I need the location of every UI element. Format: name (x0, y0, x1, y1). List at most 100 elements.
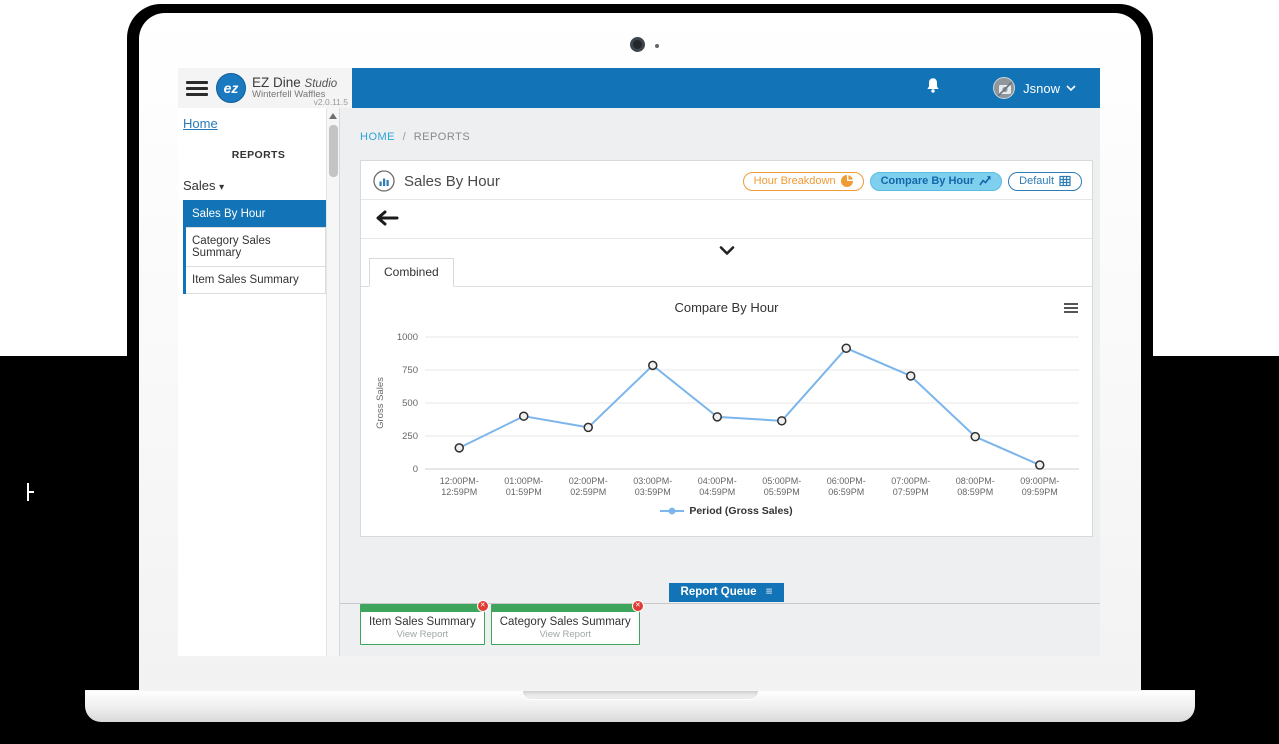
sidebar-group-label: Sales (183, 178, 216, 193)
view-report-link[interactable]: View Report (539, 629, 592, 640)
compare-by-hour-button[interactable]: Compare By Hour (869, 171, 1003, 191)
table-icon (1059, 175, 1071, 187)
sidebar-item-sales-by-hour[interactable]: Sales By Hour (186, 200, 326, 228)
queue-card-item-sales-summary[interactable]: ✕ Item Sales Summary View Report (360, 600, 489, 645)
svg-text:09:00PM-: 09:00PM- (1020, 476, 1059, 486)
svg-text:06:00PM-: 06:00PM- (827, 476, 866, 486)
sidebar-scrollbar[interactable] (326, 108, 339, 656)
svg-text:08:59PM: 08:59PM (957, 487, 993, 497)
bar-chart-icon (373, 170, 395, 192)
main-content: HOME / REPORTS Sales By Hour Hour Breakd… (340, 108, 1100, 656)
collapse-row (361, 239, 1092, 257)
sales-line-chart: 0 250 500 750 1000 Gross Sales 12:00PM- 12:59PM… (361, 319, 1092, 503)
data-point[interactable] (970, 431, 980, 442)
queue-card-header (491, 605, 639, 612)
line-chart-svg: 0 250 500 750 1000 Gross Sales 12:00PM-12:59PM… (375, 332, 1079, 497)
svg-text:12:59PM: 12:59PM (441, 487, 477, 497)
svg-text:12:00PM-: 12:00PM- (440, 476, 479, 486)
sidebar-group-sales[interactable]: Sales ▾ (183, 178, 339, 193)
close-icon[interactable]: ✕ (631, 600, 644, 612)
svg-text:03:59PM: 03:59PM (635, 487, 671, 497)
sidebar-toggle-menu-icon[interactable] (186, 78, 208, 99)
avatar (993, 77, 1016, 99)
report-queue-row: Report Queue ≡ (360, 582, 1093, 602)
queue-card-category-sales-summary[interactable]: ✕ Category Sales Summary View Report (490, 600, 644, 645)
scrollbar-up-arrow[interactable] (329, 113, 337, 119)
notifications-bell-icon[interactable] (925, 77, 941, 99)
data-point[interactable] (906, 371, 916, 381)
svg-text:500: 500 (402, 398, 418, 409)
list-menu-icon: ≡ (765, 586, 773, 598)
data-point[interactable] (454, 443, 464, 453)
svg-text:01:00PM-: 01:00PM- (504, 476, 543, 486)
chart-legend: Period (Gross Sales) (361, 505, 1092, 517)
scrollbar-thumb[interactable] (328, 125, 338, 177)
panel-title-row: Sales By Hour Hour Breakdown Compare By H… (361, 161, 1092, 199)
page-title: Sales By Hour (404, 172, 500, 190)
back-row (361, 200, 1092, 238)
caret-down-icon: ▾ (219, 182, 225, 193)
top-nav-bar: Jsnow (352, 68, 1100, 108)
button-label: Default (1019, 175, 1054, 187)
legend-label[interactable]: Period (Gross Sales) (689, 505, 793, 517)
button-label: Compare By Hour (880, 175, 975, 187)
data-point[interactable] (519, 411, 529, 421)
sidebar-item-category-sales-summary[interactable]: Category Sales Summary (186, 227, 326, 267)
laptop-base (85, 690, 1195, 722)
svg-text:07:59PM: 07:59PM (893, 487, 929, 497)
svg-text:06:59PM: 06:59PM (828, 487, 864, 497)
divider (361, 199, 1092, 200)
report-queue-button[interactable]: Report Queue ≡ (668, 583, 785, 602)
report-queue-label: Report Queue (680, 586, 757, 598)
back-arrow-icon[interactable] (373, 210, 399, 226)
sidebar-submenu: Sales By Hour Category Sales Summary Item … (183, 200, 326, 294)
svg-text:02:00PM-: 02:00PM- (569, 476, 608, 486)
svg-text:0: 0 (413, 464, 418, 475)
sidebar-section-title: REPORTS (231, 149, 286, 161)
chart-container: Compare By Hour 0 250 500 750 1000 Gross Sale… (361, 286, 1092, 517)
sidebar-item-item-sales-summary[interactable]: Item Sales Summary (186, 266, 326, 294)
hour-breakdown-button[interactable]: Hour Breakdown (742, 171, 864, 191)
brand-logo: ez (216, 73, 246, 103)
breadcrumb-home-link[interactable]: HOME (360, 131, 395, 143)
queue-divider (340, 603, 1100, 604)
svg-text:05:00PM-: 05:00PM- (762, 476, 801, 486)
data-point[interactable] (777, 416, 787, 426)
svg-text:05:59PM: 05:59PM (764, 487, 800, 497)
laptop-mic-dot (655, 44, 659, 48)
sidebar-home-link[interactable]: Home (183, 116, 218, 131)
svg-text:250: 250 (402, 431, 418, 442)
user-menu[interactable]: Jsnow (993, 77, 1076, 99)
tab-combined[interactable]: Combined (369, 258, 454, 287)
app-screen: ez EZ Dine Studio Winterfell Waffles v2.… (178, 68, 1100, 656)
svg-text:750: 750 (402, 365, 418, 376)
data-point[interactable] (841, 343, 851, 353)
brand-suffix: Studio (304, 77, 338, 90)
svg-text:09:59PM: 09:59PM (1022, 487, 1058, 497)
breadcrumb-separator: / (402, 131, 407, 143)
line-chart-icon (979, 176, 991, 186)
svg-text:01:59PM: 01:59PM (506, 487, 542, 497)
button-label: Hour Breakdown (753, 175, 836, 187)
close-icon[interactable]: ✕ (476, 600, 489, 612)
breadcrumb-current: REPORTS (413, 131, 471, 143)
brand-name: EZ Dine (252, 74, 301, 90)
queue-card-title: Item Sales Summary (369, 616, 476, 628)
data-point[interactable] (712, 412, 722, 422)
view-report-link[interactable]: View Report (396, 629, 449, 640)
panel-actions: Hour Breakdown Compare By Hour Default (742, 171, 1082, 191)
default-button[interactable]: Default (1008, 171, 1082, 191)
data-point[interactable] (1035, 460, 1045, 470)
chart-context-menu-icon[interactable] (1064, 301, 1078, 315)
brand-block: ez EZ Dine Studio Winterfell Waffles v2.… (178, 68, 352, 108)
data-point[interactable] (648, 360, 658, 371)
data-point[interactable] (583, 422, 593, 433)
pie-chart-icon (840, 175, 853, 187)
user-name: Jsnow (1023, 80, 1060, 96)
background-artifact (27, 483, 29, 501)
queue-card-title: Category Sales Summary (499, 616, 631, 628)
chevron-down-icon[interactable] (719, 246, 735, 255)
chart-title: Compare By Hour (674, 300, 779, 315)
laptop-webcam (630, 37, 645, 52)
divider (361, 238, 1092, 239)
